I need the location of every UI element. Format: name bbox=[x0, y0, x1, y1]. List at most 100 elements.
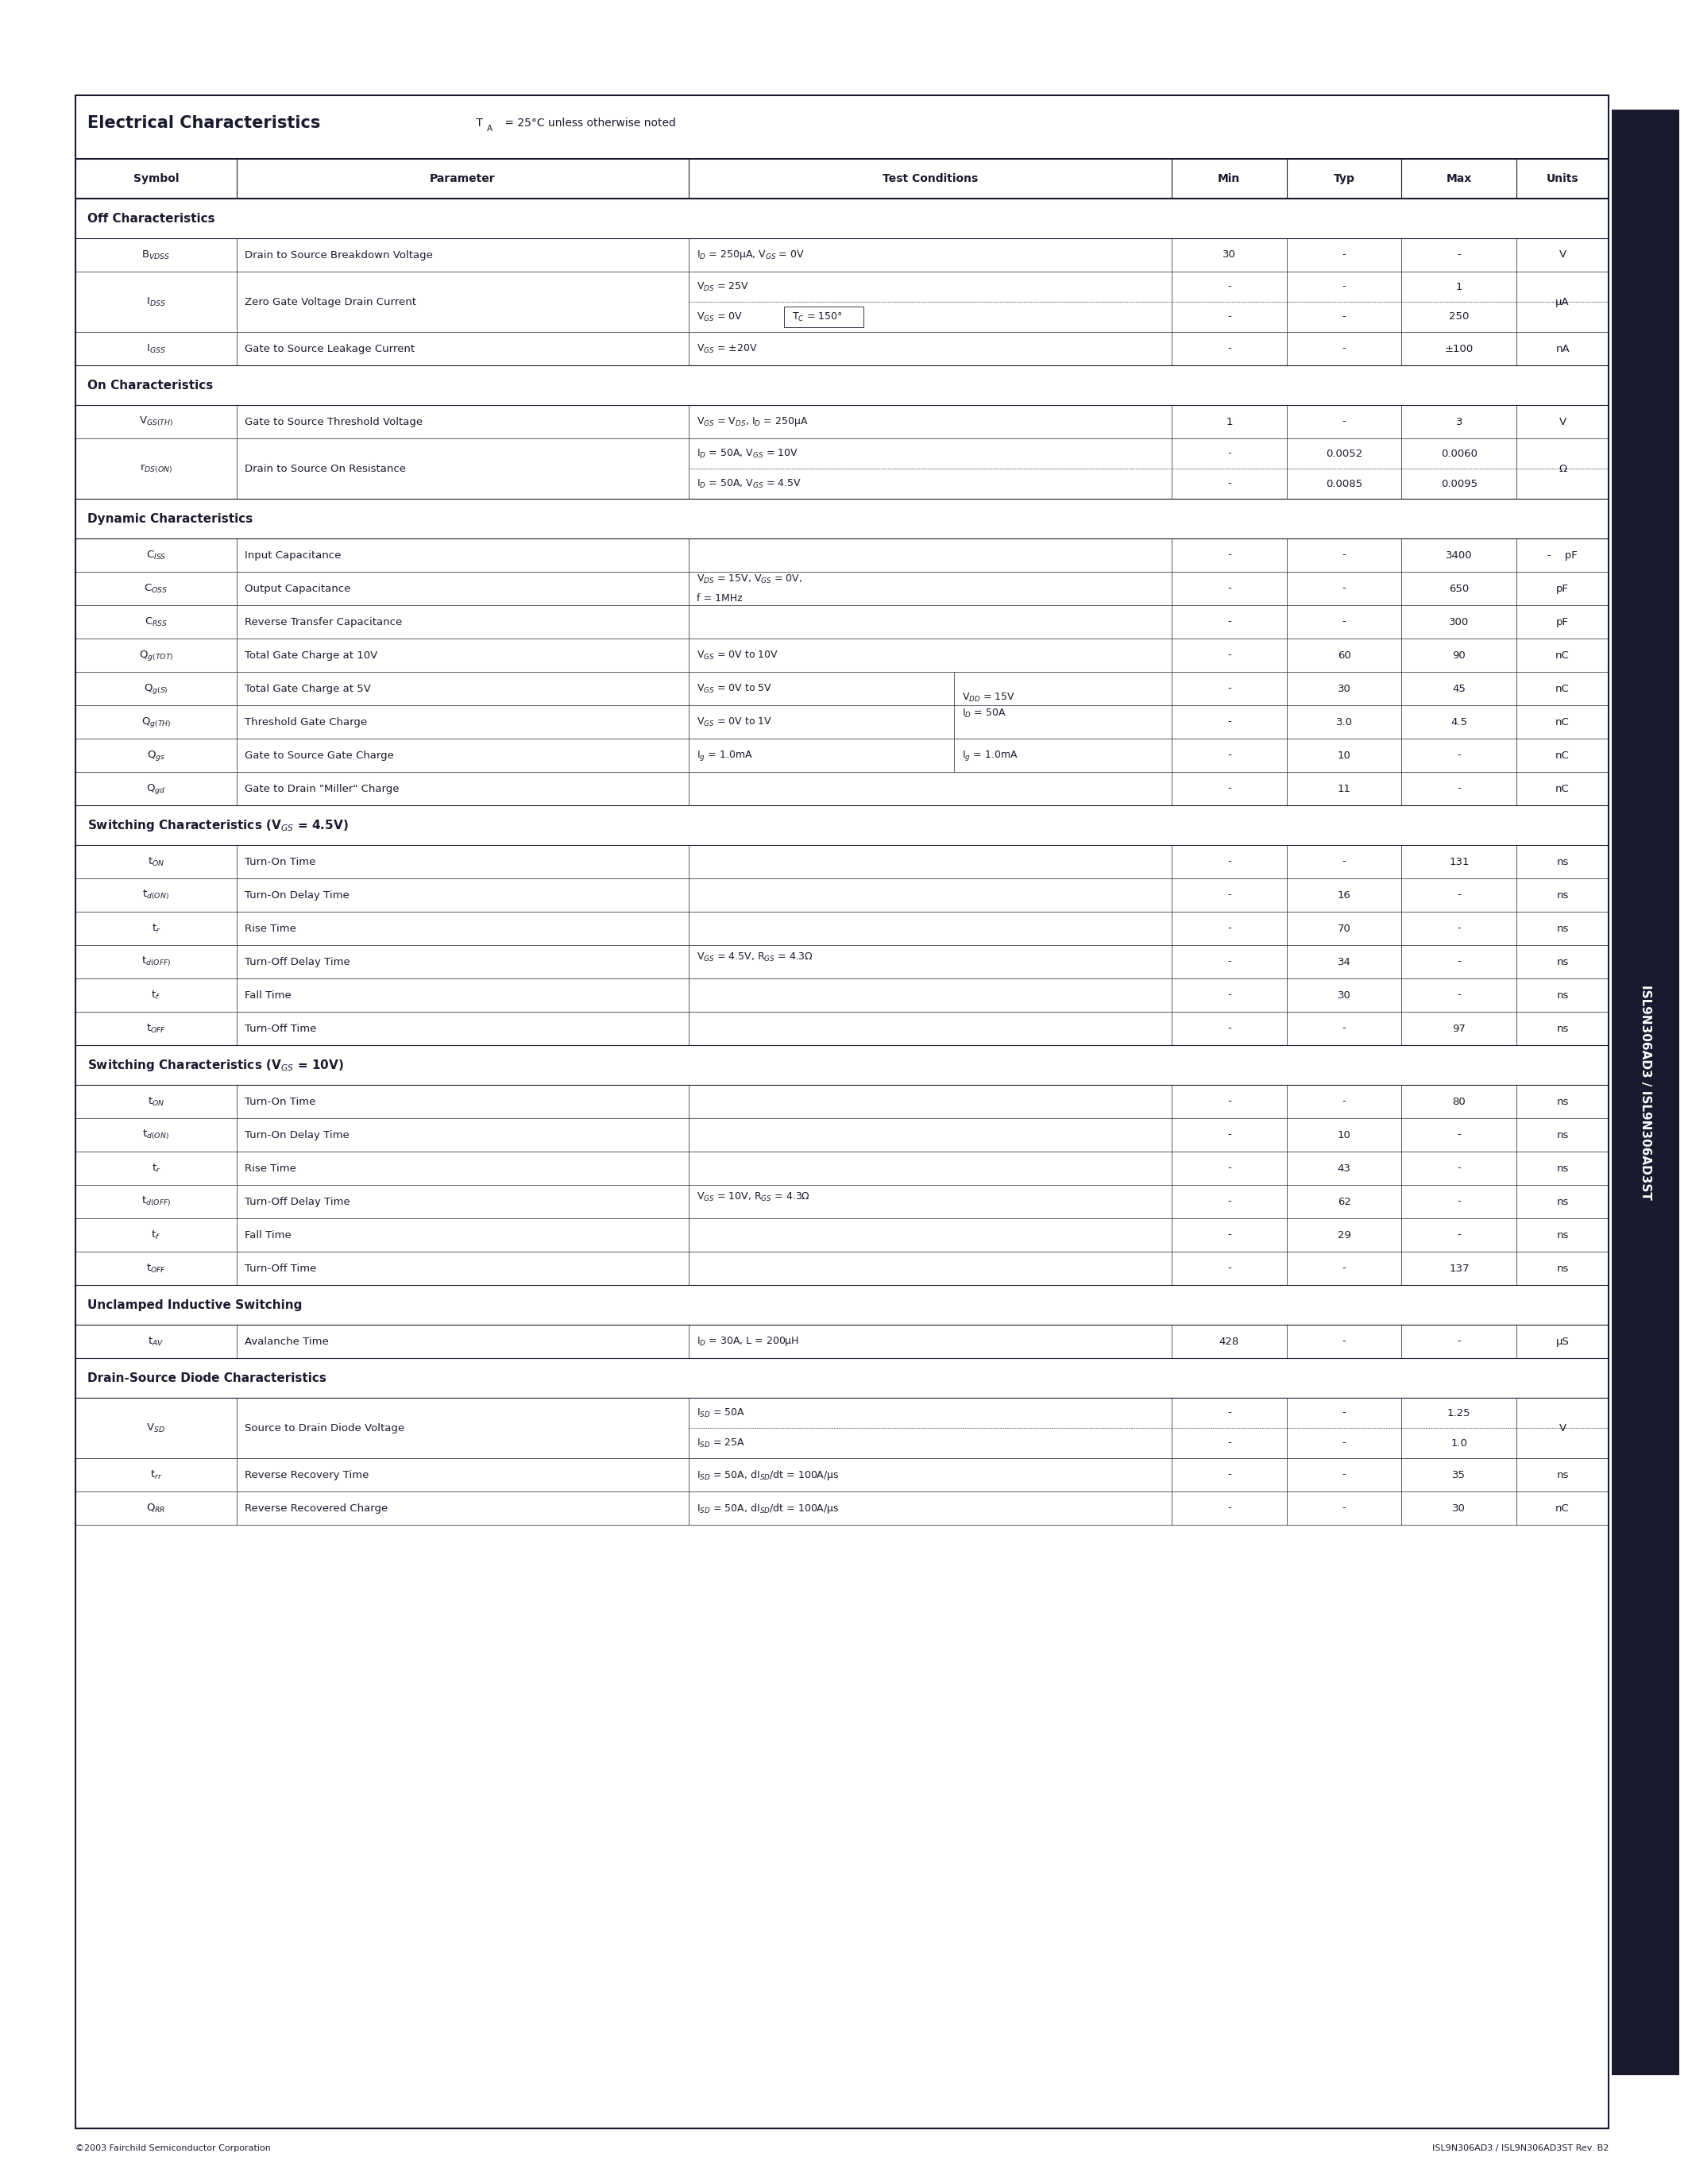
Text: 0.0095: 0.0095 bbox=[1442, 478, 1477, 489]
Text: 30: 30 bbox=[1222, 249, 1236, 260]
Text: Switching Characteristics (V$_{GS}$ = 4.5V): Switching Characteristics (V$_{GS}$ = 4.… bbox=[88, 817, 348, 832]
Text: -: - bbox=[1342, 1409, 1345, 1417]
Text: Drain to Source On Resistance: Drain to Source On Resistance bbox=[245, 463, 405, 474]
Text: Parameter: Parameter bbox=[430, 173, 495, 183]
Text: V$_{GS}$ = 0V: V$_{GS}$ = 0V bbox=[697, 310, 743, 323]
Text: -    pF: - pF bbox=[1548, 550, 1578, 561]
Text: Gate to Source Gate Charge: Gate to Source Gate Charge bbox=[245, 749, 393, 760]
Text: Turn-Off Time: Turn-Off Time bbox=[245, 1024, 316, 1033]
Text: V: V bbox=[1560, 417, 1566, 426]
Text: f = 1MHz: f = 1MHz bbox=[697, 592, 743, 603]
Text: B$_{VDSS}$: B$_{VDSS}$ bbox=[142, 249, 170, 260]
Text: V$_{GS}$ = 4.5V, R$_{GS}$ = 4.3Ω: V$_{GS}$ = 4.5V, R$_{GS}$ = 4.3Ω bbox=[697, 950, 814, 963]
Text: 43: 43 bbox=[1337, 1164, 1350, 1173]
Text: -: - bbox=[1227, 343, 1231, 354]
Text: -: - bbox=[1227, 784, 1231, 793]
Text: ns: ns bbox=[1556, 957, 1568, 968]
Text: t$_{AV}$: t$_{AV}$ bbox=[149, 1334, 164, 1348]
Text: Switching Characteristics (V$_{GS}$ = 10V): Switching Characteristics (V$_{GS}$ = 10… bbox=[88, 1057, 344, 1072]
Text: 300: 300 bbox=[1448, 616, 1469, 627]
Text: 1.25: 1.25 bbox=[1447, 1409, 1470, 1417]
Text: pF: pF bbox=[1556, 583, 1568, 594]
Text: nC: nC bbox=[1556, 1503, 1570, 1514]
Text: 650: 650 bbox=[1448, 583, 1469, 594]
Text: I$_D$ = 50A: I$_D$ = 50A bbox=[962, 708, 1006, 719]
Text: Fall Time: Fall Time bbox=[245, 1230, 290, 1241]
Text: ns: ns bbox=[1556, 1262, 1568, 1273]
Text: Dynamic Characteristics: Dynamic Characteristics bbox=[88, 513, 253, 524]
Text: 60: 60 bbox=[1337, 651, 1350, 660]
Text: I$_{SD}$ = 50A, dI$_{SD}$/dt = 100A/μs: I$_{SD}$ = 50A, dI$_{SD}$/dt = 100A/μs bbox=[697, 1500, 839, 1516]
Text: -: - bbox=[1227, 1164, 1231, 1173]
Text: I$_{DSS}$: I$_{DSS}$ bbox=[147, 295, 165, 308]
Text: -: - bbox=[1227, 616, 1231, 627]
Text: V$_{GS}$ = V$_{DS}$, I$_D$ = 250μA: V$_{GS}$ = V$_{DS}$, I$_D$ = 250μA bbox=[697, 415, 809, 428]
Text: -: - bbox=[1457, 249, 1462, 260]
Text: -: - bbox=[1342, 1470, 1345, 1481]
Text: -: - bbox=[1227, 856, 1231, 867]
Text: Turn-Off Delay Time: Turn-Off Delay Time bbox=[245, 1197, 349, 1208]
Text: -: - bbox=[1457, 957, 1462, 968]
Text: -: - bbox=[1227, 282, 1231, 293]
Text: V$_{DS}$ = 15V, V$_{GS}$ = 0V,: V$_{DS}$ = 15V, V$_{GS}$ = 0V, bbox=[697, 572, 802, 585]
Text: -: - bbox=[1227, 1230, 1231, 1241]
Text: Threshold Gate Charge: Threshold Gate Charge bbox=[245, 716, 366, 727]
Text: -: - bbox=[1342, 343, 1345, 354]
Text: Reverse Transfer Capacitance: Reverse Transfer Capacitance bbox=[245, 616, 402, 627]
Text: 3: 3 bbox=[1455, 417, 1462, 426]
Text: I$_D$ = 250μA, V$_{GS}$ = 0V: I$_D$ = 250μA, V$_{GS}$ = 0V bbox=[697, 249, 805, 262]
Text: μA: μA bbox=[1556, 297, 1570, 308]
Text: Avalanche Time: Avalanche Time bbox=[245, 1337, 329, 1348]
Text: ns: ns bbox=[1556, 1096, 1568, 1107]
Text: -: - bbox=[1227, 651, 1231, 660]
Bar bbox=[783, 306, 864, 328]
Text: ns: ns bbox=[1556, 856, 1568, 867]
Text: -: - bbox=[1227, 1503, 1231, 1514]
Text: 30: 30 bbox=[1452, 1503, 1465, 1514]
Text: -: - bbox=[1227, 312, 1231, 321]
Text: I$_D$ = 30A, L = 200μH: I$_D$ = 30A, L = 200μH bbox=[697, 1334, 798, 1348]
Text: -: - bbox=[1227, 1409, 1231, 1417]
Text: I$_{GSS}$: I$_{GSS}$ bbox=[147, 343, 165, 354]
Text: -: - bbox=[1342, 1437, 1345, 1448]
Text: pF: pF bbox=[1556, 616, 1568, 627]
Text: Q$_{g(TH)}$: Q$_{g(TH)}$ bbox=[142, 714, 170, 729]
Text: ns: ns bbox=[1556, 1024, 1568, 1033]
Text: I$_{SD}$ = 50A, dI$_{SD}$/dt = 100A/μs: I$_{SD}$ = 50A, dI$_{SD}$/dt = 100A/μs bbox=[697, 1468, 839, 1481]
Text: 30: 30 bbox=[1337, 684, 1350, 695]
Text: 137: 137 bbox=[1448, 1262, 1469, 1273]
Text: -: - bbox=[1457, 889, 1462, 900]
Text: Off Characteristics: Off Characteristics bbox=[88, 212, 214, 225]
Text: nA: nA bbox=[1556, 343, 1570, 354]
Text: V$_{GS}$ = 10V, R$_{GS}$ = 4.3Ω: V$_{GS}$ = 10V, R$_{GS}$ = 4.3Ω bbox=[697, 1190, 810, 1203]
Text: Gate to Source Leakage Current: Gate to Source Leakage Current bbox=[245, 343, 415, 354]
Text: t$_{ON}$: t$_{ON}$ bbox=[147, 1096, 164, 1107]
Text: t$_{ON}$: t$_{ON}$ bbox=[147, 856, 164, 867]
Text: 10: 10 bbox=[1337, 749, 1350, 760]
Text: 11: 11 bbox=[1337, 784, 1350, 793]
Text: nC: nC bbox=[1556, 716, 1570, 727]
Text: Total Gate Charge at 10V: Total Gate Charge at 10V bbox=[245, 651, 376, 660]
Text: 62: 62 bbox=[1337, 1197, 1350, 1208]
Text: I$_g$ = 1.0mA: I$_g$ = 1.0mA bbox=[697, 749, 753, 762]
Text: 0.0052: 0.0052 bbox=[1325, 448, 1362, 459]
Text: 0.0085: 0.0085 bbox=[1325, 478, 1362, 489]
Text: Turn-Off Delay Time: Turn-Off Delay Time bbox=[245, 957, 349, 968]
Text: t$_{d(OFF)}$: t$_{d(OFF)}$ bbox=[142, 954, 170, 968]
Text: 16: 16 bbox=[1337, 889, 1350, 900]
Text: -: - bbox=[1227, 448, 1231, 459]
Text: -: - bbox=[1457, 784, 1462, 793]
Text: -: - bbox=[1457, 1197, 1462, 1208]
Text: r$_{DS(ON)}$: r$_{DS(ON)}$ bbox=[140, 463, 172, 474]
Text: Turn-On Delay Time: Turn-On Delay Time bbox=[245, 1129, 349, 1140]
Text: Rise Time: Rise Time bbox=[245, 924, 295, 933]
Text: Drain to Source Breakdown Voltage: Drain to Source Breakdown Voltage bbox=[245, 249, 432, 260]
Text: 3400: 3400 bbox=[1445, 550, 1472, 561]
Text: -: - bbox=[1227, 889, 1231, 900]
Text: ns: ns bbox=[1556, 1164, 1568, 1173]
Text: 428: 428 bbox=[1219, 1337, 1239, 1348]
Text: I$_{SD}$ = 25A: I$_{SD}$ = 25A bbox=[697, 1437, 746, 1448]
Text: -: - bbox=[1342, 1262, 1345, 1273]
Text: -: - bbox=[1342, 583, 1345, 594]
Text: C$_{RSS}$: C$_{RSS}$ bbox=[143, 616, 167, 627]
